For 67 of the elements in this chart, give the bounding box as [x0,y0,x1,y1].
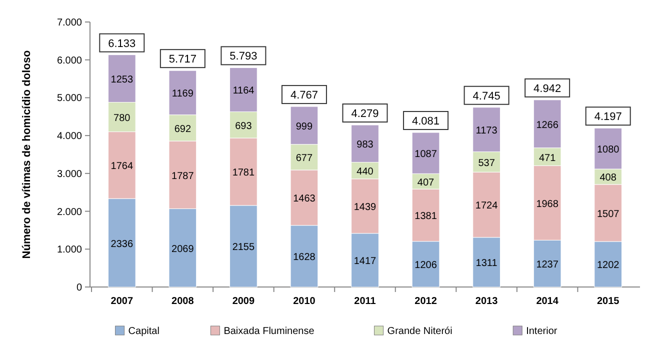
x-tick-label: 2007 [110,296,134,307]
data-label: 1463 [293,194,316,205]
total-label: 5.717 [168,54,196,66]
y-tick-label: 6.000 [56,55,82,66]
total-label: 6.133 [108,38,136,50]
y-tick-label: 7.000 [56,18,82,28]
data-label: 1253 [110,74,134,86]
legend-label: Grande Niterói [387,326,452,337]
data-label: 1628 [293,252,316,264]
y-tick-label: 1.000 [56,244,82,256]
data-label: 1968 [536,198,559,210]
total-label: 4.081 [412,116,440,128]
data-label: 677 [296,153,314,164]
x-tick-label: 2009 [232,296,256,307]
data-label: 1173 [476,126,498,137]
data-label: 440 [356,166,374,178]
data-label: 2069 [172,244,194,255]
data-label: 407 [417,177,435,188]
data-label: 2336 [110,238,134,250]
data-label: 1787 [172,170,194,182]
legend-label: Baixada Fluminense [224,326,315,337]
total-label: 4.197 [594,111,622,124]
total-label: 4.279 [351,108,379,120]
total-label: 4.745 [472,90,500,102]
x-tick-label: 2011 [354,296,376,307]
data-label: 983 [356,140,374,151]
legend-label: Interior [526,326,558,337]
x-tick-label: 2008 [172,296,194,307]
total-label: 5.793 [230,50,258,63]
x-tick-label: 2010 [293,296,316,307]
data-label: 2155 [232,242,256,254]
data-label: 471 [538,152,556,164]
data-label: 1417 [354,256,377,268]
y-tick-label: 0 [76,282,82,294]
data-label: 1266 [536,120,559,131]
data-label: 1164 [232,86,255,97]
legend-label: Capital [128,326,160,337]
data-label: 1087 [414,149,438,160]
data-label: 1781 [232,168,256,179]
data-label: 692 [174,124,192,135]
data-label: 999 [296,121,314,132]
data-label: 1169 [172,88,194,100]
data-label: 408 [600,172,617,184]
data-label: 1202 [596,260,620,272]
data-label: 1311 [476,258,498,270]
x-tick-label: 2012 [414,296,438,307]
data-label: 693 [235,120,252,132]
y-axis-title: Número de vítimas de homicídio doloso [21,50,33,259]
y-tick-label: 3.000 [56,168,82,180]
data-label: 537 [478,158,496,169]
x-tick-label: 2014 [536,296,559,307]
y-tick-label: 2.000 [56,206,82,218]
y-tick-label: 5.000 [56,93,82,104]
data-label: 1439 [354,202,377,214]
data-label: 1381 [414,211,438,222]
data-label: 1507 [596,208,620,220]
total-label: 4.942 [534,82,562,95]
y-tick-label: 4.000 [56,131,82,142]
total-label: 4.767 [290,90,318,102]
data-label: 1764 [110,161,134,172]
data-label: 780 [114,113,131,124]
data-label: 1237 [536,260,559,271]
x-tick-label: 2013 [475,296,498,307]
data-label: 1206 [414,260,438,272]
data-label: 1080 [596,144,620,156]
x-tick-label: 2015 [596,296,620,307]
data-label: 1724 [475,200,498,212]
